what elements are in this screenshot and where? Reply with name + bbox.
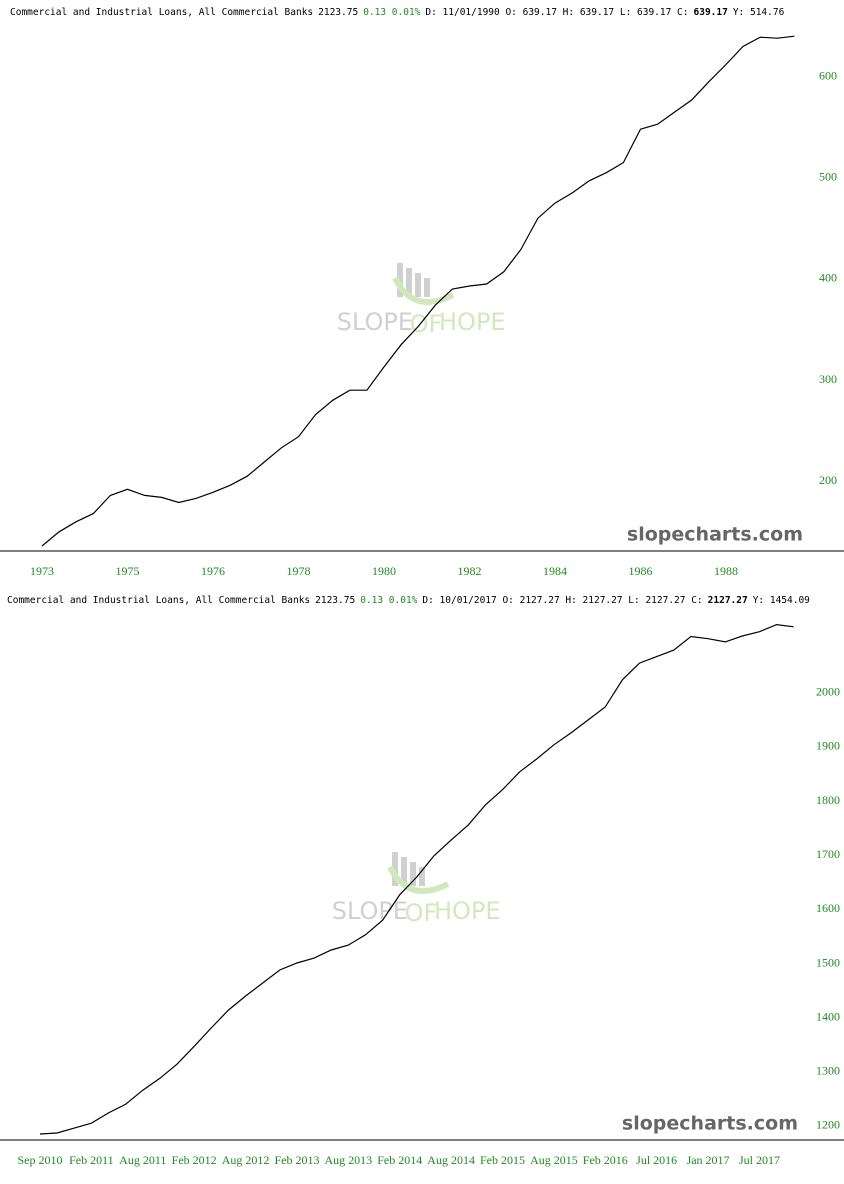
logo-of: OF <box>410 310 443 338</box>
logo-bar <box>392 852 398 886</box>
watermark: slopecharts.com <box>622 1113 798 1135</box>
y-tick-label: 1400 <box>816 1009 840 1023</box>
logo-arc <box>387 865 450 894</box>
logo-slope: SLOPE <box>337 308 413 336</box>
x-tick-label: Aug 2011 <box>119 1153 166 1167</box>
y-tick-label: 1700 <box>816 847 840 861</box>
header-title: Commercial and Industrial Loans, All Com… <box>7 595 310 606</box>
x-tick-label: 1978 <box>287 564 311 578</box>
x-tick-label: Jul 2017 <box>739 1153 780 1167</box>
logo-bar <box>424 278 430 297</box>
x-tick-label: Aug 2013 <box>325 1153 373 1167</box>
header-change: 0.13 0.01% <box>363 7 420 18</box>
x-tick-label: 1973 <box>30 564 54 578</box>
x-tick-label: Feb 2015 <box>480 1153 525 1167</box>
x-tick-label: Feb 2013 <box>274 1153 319 1167</box>
x-tick-label: 1984 <box>543 564 567 578</box>
x-tick-label: 1988 <box>714 564 738 578</box>
x-tick-label: 1982 <box>458 564 482 578</box>
x-tick-label: Aug 2012 <box>222 1153 270 1167</box>
logo-hope: HOPE <box>434 897 501 925</box>
x-tick-label: 1975 <box>116 564 140 578</box>
x-tick-label: Feb 2011 <box>69 1153 114 1167</box>
x-tick-label: Jul 2016 <box>636 1153 677 1167</box>
y-tick-label: 1800 <box>816 793 840 807</box>
x-tick-label: 1986 <box>629 564 653 578</box>
x-tick-label: 1976 <box>201 564 225 578</box>
y-tick-label: 1900 <box>816 739 840 753</box>
logo-bar <box>419 867 425 886</box>
header-last: 2123.75 <box>318 7 358 18</box>
x-tick-label: Feb 2016 <box>583 1153 628 1167</box>
y-tick-label: 1300 <box>816 1064 840 1078</box>
logo-slope: SLOPE <box>332 897 408 925</box>
price-line <box>39 623 794 1135</box>
x-tick-label: Aug 2015 <box>530 1153 578 1167</box>
logo-bar <box>401 857 407 886</box>
x-tick-label: Jan 2017 <box>687 1153 730 1167</box>
header-info: D: 10/01/2017 O: 2127.27 H: 2127.27 L: 2… <box>422 595 702 606</box>
x-tick-label: Sep 2010 <box>18 1153 63 1167</box>
header-close: 639.17 <box>694 7 728 18</box>
header-close: 2127.27 <box>708 595 748 606</box>
header: Commercial and Industrial Loans, All Com… <box>7 595 810 606</box>
logo-bar <box>397 263 403 297</box>
y-tick-label: 2000 <box>816 685 840 699</box>
watermark: slopecharts.com <box>627 524 803 546</box>
y-tick-label: 1200 <box>816 1118 840 1132</box>
header-info: D: 11/01/1990 O: 639.17 H: 639.17 L: 639… <box>425 7 688 18</box>
x-tick-label: Feb 2012 <box>172 1153 217 1167</box>
x-tick-label: Feb 2014 <box>377 1153 422 1167</box>
y-tick-label: 300 <box>819 372 837 386</box>
logo-bar <box>406 268 412 297</box>
header-extra: Y: 1454.09 <box>753 595 810 606</box>
header: Commercial and Industrial Loans, All Com… <box>10 7 785 18</box>
logo-hope: HOPE <box>439 308 506 336</box>
header-extra: Y: 514.76 <box>733 7 785 18</box>
header-change: 0.13 0.01% <box>360 595 417 606</box>
price-line <box>41 35 795 547</box>
y-tick-label: 600 <box>819 68 837 82</box>
header-title: Commercial and Industrial Loans, All Com… <box>10 7 313 18</box>
y-tick-label: 500 <box>819 170 837 184</box>
y-tick-label: 200 <box>819 473 837 487</box>
y-tick-label: 400 <box>819 271 837 285</box>
x-tick-label: 1980 <box>372 564 396 578</box>
logo-of: OF <box>405 899 438 927</box>
y-tick-label: 1500 <box>816 955 840 969</box>
x-tick-label: Aug 2014 <box>427 1153 475 1167</box>
logo-bar <box>410 862 416 886</box>
logo-bar <box>415 273 421 297</box>
header-last: 2123.75 <box>315 595 355 606</box>
logo-arc <box>392 276 455 305</box>
y-tick-label: 1600 <box>816 901 840 915</box>
